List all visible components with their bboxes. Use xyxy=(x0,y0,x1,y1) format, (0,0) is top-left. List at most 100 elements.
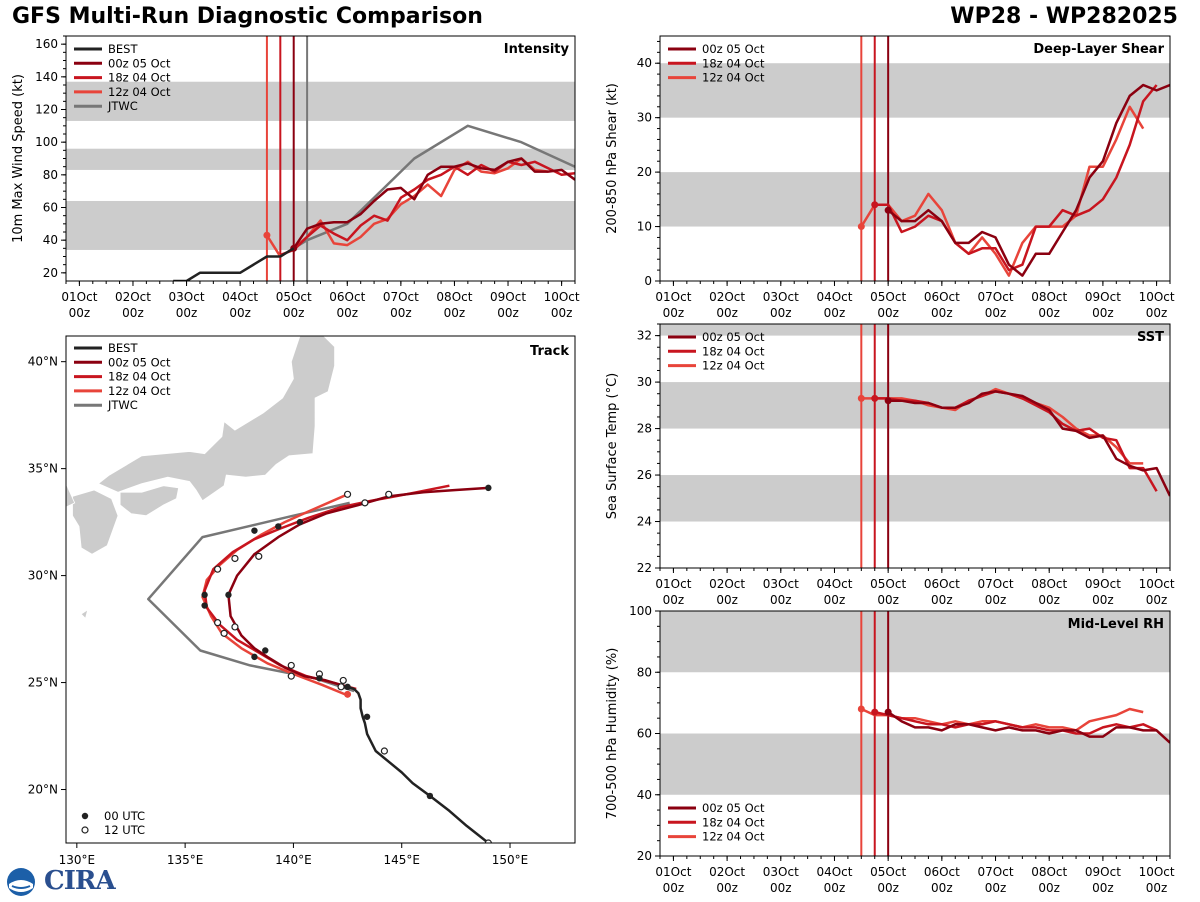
y-axis-label: 200-850 hPa Shear (kt) xyxy=(605,83,620,234)
track-line-best xyxy=(347,685,490,843)
series-line-18z-04-oct xyxy=(874,710,1158,735)
x-tick-sublabel: 00z xyxy=(1146,881,1168,895)
y-tick-label: 32 xyxy=(637,329,652,343)
storm-id: WP28 - WP282025 xyxy=(950,4,1178,29)
legend-label: 00z 05 Oct xyxy=(702,801,765,815)
track-marker-12utc xyxy=(484,839,492,843)
track-marker-00utc xyxy=(201,591,208,599)
legend-label: 18z 04 Oct xyxy=(108,370,171,384)
x-tick-sublabel: 00z xyxy=(716,306,738,320)
legend-label: JTWC xyxy=(107,398,138,412)
y-tick-label: 22 xyxy=(637,561,652,575)
y-tick-label: 20 xyxy=(637,165,652,179)
x-tick-sublabel: 00z xyxy=(122,306,144,320)
y-tick-label: 80 xyxy=(637,665,652,679)
series-start-marker xyxy=(263,231,271,239)
x-tick-sublabel: 00z xyxy=(176,306,198,320)
legend-label: 12z 04 Oct xyxy=(702,830,765,844)
x-tick-label: 01Oct xyxy=(61,290,97,304)
x-tick-sublabel: 00z xyxy=(1092,306,1114,320)
x-tick-sublabel: 00z xyxy=(337,306,359,320)
series-start-marker xyxy=(884,708,892,716)
y-tick-label: 20 xyxy=(637,849,652,863)
threshold-band xyxy=(660,382,1170,429)
track-marker-12utc xyxy=(255,552,263,560)
panel-title: SST xyxy=(1137,330,1164,345)
cira-logo-text: CIRA xyxy=(44,866,116,896)
x-tick-label: 145°E xyxy=(383,853,420,867)
y-tick-label: 100 xyxy=(35,135,58,149)
x-tick-sublabel: 00z xyxy=(931,306,953,320)
y-tick-label: 20°N xyxy=(28,783,58,797)
land-mass xyxy=(119,485,180,517)
plot-area xyxy=(66,36,575,281)
plot-area xyxy=(660,36,1170,281)
threshold-band xyxy=(66,81,575,121)
y-tick-label: 35°N xyxy=(28,462,58,476)
x-tick-label: 09Oct xyxy=(1085,290,1121,304)
x-tick-label: 07Oct xyxy=(978,577,1014,591)
x-tick-label: 03Oct xyxy=(169,290,205,304)
x-tick-label: 08Oct xyxy=(1031,865,1067,879)
track-marker-12utc xyxy=(287,672,295,680)
track-marker-12utc xyxy=(287,661,295,670)
x-tick-label: 04Oct xyxy=(816,865,852,879)
x-tick-sublabel: 00z xyxy=(877,306,899,320)
chart-shear: 0 10 20 30 40 01Oct 00z 02Oct 00z 03Oct 00z 04Oct 00… xyxy=(605,35,1175,320)
y-tick-label: 40°N xyxy=(28,355,58,369)
x-tick-label: 05Oct xyxy=(870,290,906,304)
legend-label: 00z 05 Oct xyxy=(702,42,765,56)
y-tick-label: 20 xyxy=(43,266,58,280)
x-tick-label: 09Oct xyxy=(1085,577,1121,591)
x-tick-sublabel: 00z xyxy=(1146,593,1168,607)
track-marker-init xyxy=(344,690,352,698)
x-tick-label: 08Oct xyxy=(1031,290,1067,304)
x-tick-sublabel: 00z xyxy=(390,306,412,320)
y-tick-label: 30 xyxy=(637,111,652,125)
panel-title: Mid-Level RH xyxy=(1068,617,1164,632)
x-tick-sublabel: 00z xyxy=(229,306,251,320)
x-tick-label: 10Oct xyxy=(544,290,580,304)
noaa-logo-icon xyxy=(7,868,35,896)
track-line-12z-04-oct xyxy=(201,493,349,697)
y-tick-label: 30°N xyxy=(28,569,58,583)
threshold-band xyxy=(660,611,1170,673)
figure-title: GFS Multi-Run Diagnostic Comparison xyxy=(12,4,483,29)
x-tick-label: 10Oct xyxy=(1139,290,1175,304)
x-tick-label: 08Oct xyxy=(1031,577,1067,591)
chart-track: 130°E 135°E 140°E 145°E 150°E 20°N 25°N 30°N 35°… xyxy=(28,335,576,867)
legend-label: 12z 04 Oct xyxy=(702,71,765,85)
panel-title: Deep-Layer Shear xyxy=(1033,42,1164,57)
legend-label: 12z 04 Oct xyxy=(702,359,765,373)
x-tick-label: 130°E xyxy=(59,853,96,867)
track-marker-00utc xyxy=(426,792,434,800)
y-tick-label: 26 xyxy=(637,468,652,482)
legend-label: 12z 04 Oct xyxy=(108,85,171,99)
track-marker-12utc xyxy=(214,619,222,627)
x-tick-sublabel: 00z xyxy=(985,593,1007,607)
x-tick-label: 02Oct xyxy=(709,290,745,304)
track-marker-00utc xyxy=(344,683,351,691)
x-tick-label: 135°E xyxy=(167,853,204,867)
land-mass xyxy=(66,483,76,508)
x-tick-label: 03Oct xyxy=(763,865,799,879)
series-line-jtwc xyxy=(293,124,575,250)
y-tick-label: 40 xyxy=(43,233,58,247)
x-tick-sublabel: 00z xyxy=(716,881,738,895)
legend-label: JTWC xyxy=(107,99,138,113)
plot-area xyxy=(660,611,1170,856)
y-tick-label: 40 xyxy=(637,788,652,802)
x-tick-label: 06Oct xyxy=(924,290,960,304)
legend-label: 00z 05 Oct xyxy=(108,56,171,70)
threshold-band xyxy=(660,475,1170,522)
series-line-00z-05-oct xyxy=(887,83,1170,277)
panel-title: Track xyxy=(530,344,569,359)
x-tick-label: 02Oct xyxy=(709,577,745,591)
series-start-marker xyxy=(884,206,892,214)
series-start-marker xyxy=(871,394,879,402)
series-line-best xyxy=(173,247,295,281)
x-tick-label: 07Oct xyxy=(383,290,419,304)
